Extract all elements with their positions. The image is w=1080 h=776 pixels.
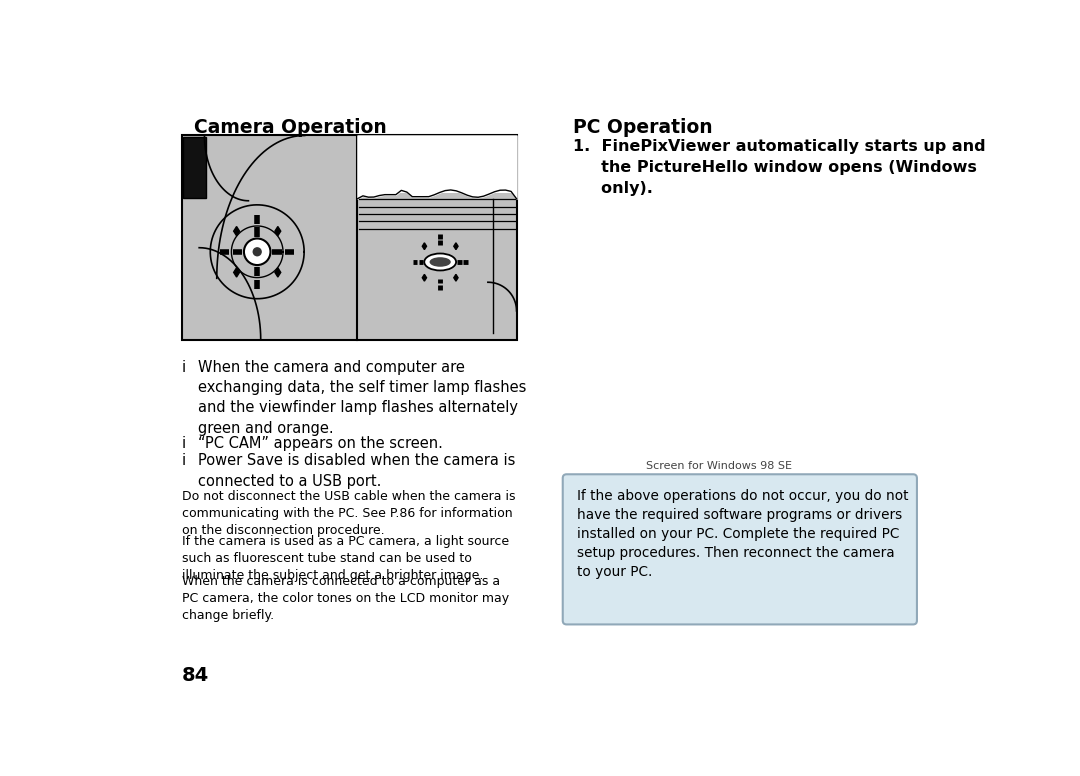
Polygon shape: [275, 227, 281, 236]
Bar: [181, 136, 516, 340]
Text: i: i: [181, 453, 186, 469]
Polygon shape: [454, 243, 458, 250]
Ellipse shape: [424, 254, 456, 271]
Text: When the camera and computer are
exchanging data, the self timer lamp flashes
an: When the camera and computer are exchang…: [198, 359, 526, 436]
Text: Screen for Windows 98 SE: Screen for Windows 98 SE: [646, 461, 792, 471]
Text: “PC CAM” appears on the screen.: “PC CAM” appears on the screen.: [198, 436, 443, 451]
Text: PC Operation: PC Operation: [572, 118, 713, 137]
Text: i: i: [181, 359, 186, 375]
Text: Do not disconnect the USB cable when the camera is
communicating with the PC. Se: Do not disconnect the USB cable when the…: [181, 490, 515, 538]
Polygon shape: [422, 243, 427, 250]
Text: i: i: [181, 436, 186, 451]
Polygon shape: [454, 275, 458, 281]
Polygon shape: [233, 268, 240, 277]
Text: 1.  FinePixViewer automatically starts up and
     the PictureHello window opens: 1. FinePixViewer automatically starts up…: [572, 140, 985, 196]
Text: If the above operations do not occur, you do not
have the required software prog: If the above operations do not occur, yo…: [578, 489, 909, 579]
Polygon shape: [275, 268, 281, 277]
Text: Camera Operation: Camera Operation: [194, 118, 387, 137]
Text: When the camera is connected to a computer as a
PC camera, the color tones on th: When the camera is connected to a comput…: [181, 575, 509, 622]
Bar: [184, 137, 206, 198]
Circle shape: [244, 238, 270, 265]
Text: 84: 84: [181, 666, 208, 685]
FancyBboxPatch shape: [563, 474, 917, 625]
Text: If the camera is used as a PC camera, a light source
such as fluorescent tube st: If the camera is used as a PC camera, a …: [181, 535, 509, 582]
Bar: [359, 137, 516, 193]
Polygon shape: [233, 227, 240, 236]
Polygon shape: [422, 275, 427, 281]
Ellipse shape: [430, 257, 450, 267]
Text: Power Save is disabled when the camera is
connected to a USB port.: Power Save is disabled when the camera i…: [198, 453, 515, 489]
Circle shape: [253, 247, 261, 256]
